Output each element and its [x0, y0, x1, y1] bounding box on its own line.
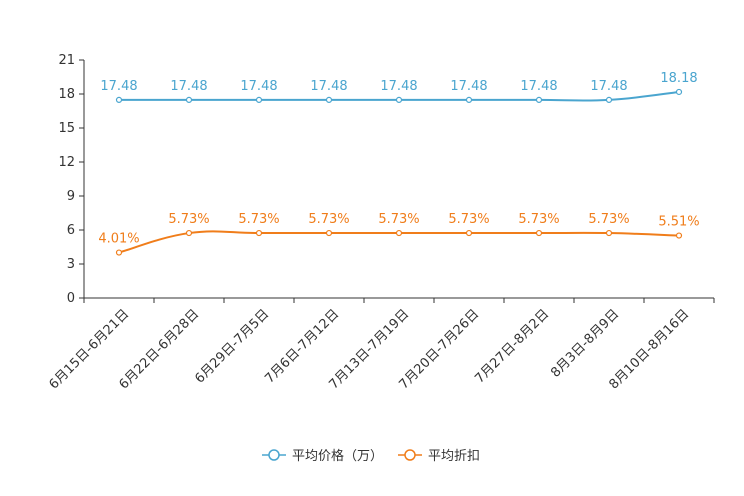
data-point: [535, 96, 543, 103]
data-point: [255, 96, 263, 103]
data-label: 5.51%: [658, 215, 699, 230]
data-point: [395, 229, 403, 237]
data-point: [605, 96, 613, 103]
data-point: [185, 229, 193, 237]
data-point: [675, 88, 683, 96]
legend: 平均价格（万） 平均折扣: [262, 448, 480, 464]
y-tick-label: 15: [58, 121, 75, 136]
data-point: [675, 232, 683, 239]
data-label: 5.73%: [588, 212, 629, 227]
data-point: [185, 96, 193, 103]
data-label: 17.48: [240, 79, 277, 94]
data-point: [605, 229, 613, 237]
x-tick-label: 6月29日-7月5日: [192, 307, 272, 387]
legend-label: 平均折扣: [428, 449, 480, 464]
data-point: [395, 96, 403, 103]
x-tick-label: 8月3日-8月9日: [548, 307, 622, 381]
data-point: [325, 96, 333, 103]
x-tick-label: 7月27日-8月2日: [472, 307, 552, 387]
series-layer: 17.48 17.48 17.48 17.48 17.48 17.48 17.48 17.48…: [98, 71, 700, 256]
series-1: 17.48 17.48 17.48 17.48 17.48 17.48 17.48 17.48…: [100, 71, 698, 103]
data-label: 17.48: [170, 79, 207, 94]
data-label: 17.48: [520, 79, 557, 94]
y-tick-label: 9: [67, 189, 75, 204]
series-2: 4.01% 5.73% 5.73% 5.73% 5.73% 5.73% 5.73% 5.73%…: [98, 212, 700, 256]
legend-label: 平均价格（万）: [292, 448, 383, 464]
data-point: [535, 229, 543, 237]
legend-item: 平均折扣: [398, 449, 480, 464]
y-axis: 0 3 6 9 12 15 18 21: [58, 53, 85, 306]
data-point: [115, 249, 123, 256]
data-label: 17.48: [100, 79, 137, 94]
data-label: 5.73%: [238, 212, 279, 227]
data-label: 17.48: [380, 79, 417, 94]
y-tick-label: 6: [67, 223, 75, 238]
data-point: [325, 229, 333, 237]
y-tick-label: 21: [58, 53, 75, 68]
data-label: 5.73%: [308, 212, 349, 227]
y-tick-label: 12: [58, 155, 75, 170]
data-label: 5.73%: [378, 212, 419, 227]
data-label: 18.18: [660, 71, 697, 86]
legend-item: 平均价格（万）: [262, 448, 383, 464]
data-point: [465, 229, 473, 237]
y-tick-label: 0: [67, 291, 75, 306]
y-tick-label: 18: [58, 87, 75, 102]
data-point: [255, 229, 263, 237]
data-label: 17.48: [590, 79, 627, 94]
legend-swatch-marker: [404, 449, 416, 461]
data-label: 17.48: [450, 79, 487, 94]
data-point: [465, 96, 473, 103]
x-axis: 6月15日-6月21日6月22日-6月28日6月29日-7月5日7月6日-7月1…: [46, 297, 715, 392]
data-label: 5.73%: [448, 212, 489, 227]
data-label: 4.01%: [98, 232, 139, 247]
legend-swatch-marker: [268, 449, 280, 461]
y-tick-label: 3: [67, 257, 75, 272]
data-label: 5.73%: [168, 212, 209, 227]
data-label: 17.48: [310, 79, 347, 94]
x-tick-label: 7月6日-7月12日: [262, 307, 342, 387]
data-label: 5.73%: [518, 212, 559, 227]
data-point: [115, 96, 123, 103]
